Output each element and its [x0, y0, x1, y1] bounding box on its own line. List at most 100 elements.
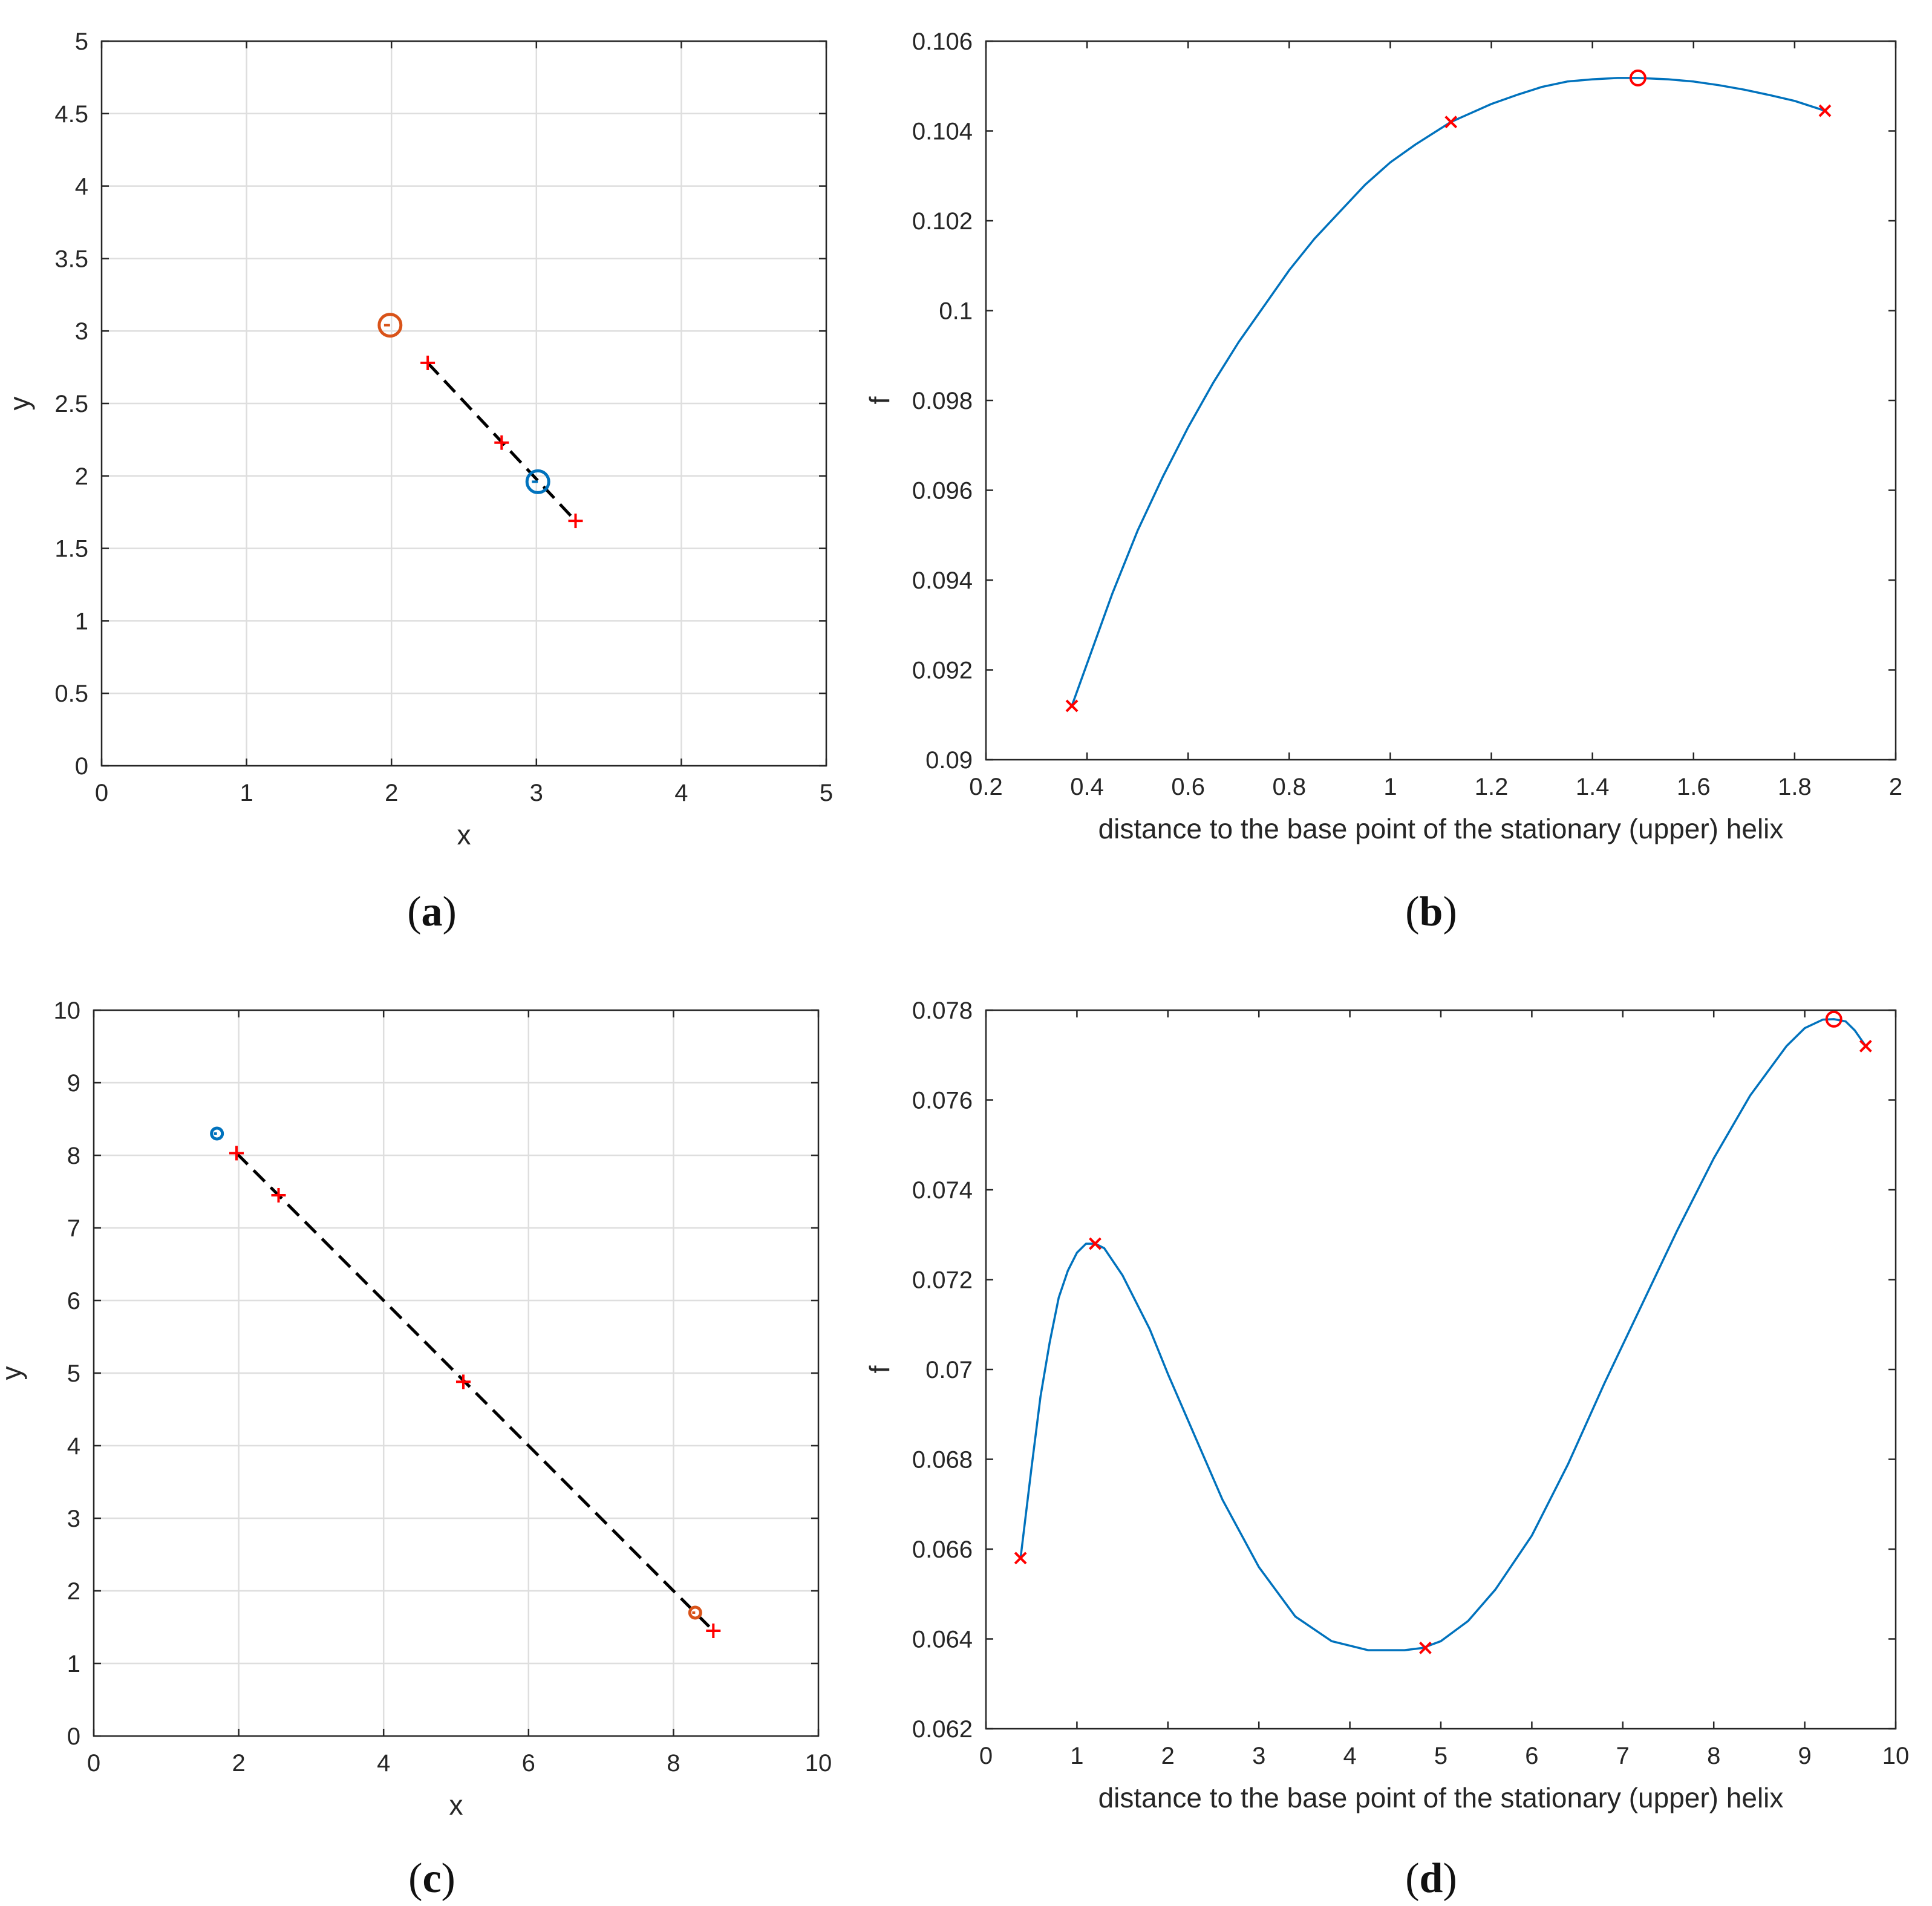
panel-d-x-tick-label: 7: [1616, 1743, 1630, 1769]
panel-a-plus-marker: [420, 355, 436, 370]
panel-d-x-tick-label: 2: [1161, 1743, 1175, 1769]
panel-a-x-axis-label: x: [457, 819, 471, 850]
panel-a-y-tick-label: 2: [75, 463, 88, 490]
panel-d-y-tick-label: 0.062: [912, 1716, 973, 1743]
panel-c-plus-marker: [229, 1146, 244, 1161]
panel-c-x-axis-label: x: [449, 1789, 463, 1821]
panel-c-helix-lower-circle: [688, 1605, 702, 1620]
panel-a-x-tick-label: 1: [240, 780, 253, 806]
panel-a-chart: 0 1 2 3 4 5 0 0.5 1 1.5 2 2.5 3 3.5 4 4.5 5 x y: [4, 28, 833, 850]
panel-c-y-tick-label: 7: [67, 1215, 80, 1242]
panel-d-x-marker: [1859, 1039, 1872, 1053]
panel-b-x-tick-label: 1.8: [1778, 774, 1812, 800]
panel-c-plus-marker: [706, 1624, 721, 1638]
panel-b-y-tick-label: 0.1: [939, 298, 973, 325]
panel-a-y-tick-label: 2.5: [54, 391, 88, 417]
panel-d-x-marker-b: [1089, 1237, 1101, 1250]
panel-b-x-tick-label: 1.6: [1677, 774, 1711, 800]
panel-d-y-tick-label: 0.07: [925, 1357, 973, 1383]
panel-c-y-tick-label: 0: [67, 1723, 80, 1750]
caption-d-letter: d: [1420, 1855, 1443, 1902]
panel-d-x-marker-b: [1014, 1552, 1027, 1565]
caption-c: (c): [408, 1855, 455, 1902]
panel-c-plus-marker: [455, 1374, 471, 1389]
panel-d-y-axis-label: f: [864, 1365, 895, 1373]
panel-c-y-tick-label: 3: [67, 1506, 80, 1532]
panel-b-y-tick-label: 0.104: [912, 119, 973, 145]
panel-b-x-tick-label: 1.2: [1475, 774, 1509, 800]
panel-c-x-tick-label: 4: [377, 1750, 390, 1777]
panel-d-y-tick-label: 0.072: [912, 1267, 973, 1294]
panel-c-axes-box: [93, 1009, 820, 1737]
panel-a-y-tick-label: 5: [75, 28, 88, 55]
panel-d-y-tick-label: 0.076: [912, 1088, 973, 1114]
panel-b-x-tick-label: 0.4: [1070, 774, 1104, 800]
panel-d-x-tick-label: 8: [1707, 1743, 1720, 1769]
panel-b-y-tick-label: 0.092: [912, 658, 973, 684]
panel-a-x-tick-label: 5: [820, 780, 833, 806]
panel-c-chart: 0 2 4 6 8 10 0 1 2 3 4 5 6 7 8 9 10 x y: [0, 997, 832, 1821]
panel-b-y-tick-label: 0.098: [912, 388, 973, 414]
panel-c-x-tick-label: 6: [522, 1750, 535, 1777]
panel-a-x-tick-label: 0: [95, 780, 108, 806]
panel-a-y-tick-label: 4: [75, 174, 88, 200]
panel-b-x-tick-label: 0.8: [1273, 774, 1307, 800]
panel-b-y-tick-label: 0.106: [912, 28, 973, 55]
panel-d-f-curve: [1019, 1018, 1867, 1651]
panel-b-y-tick-label: 0.102: [912, 208, 973, 235]
panel-c-y-tick-label: 10: [54, 997, 81, 1024]
panel-d-x-tick-label: 10: [1882, 1743, 1910, 1769]
panel-a-y-tick-label: 1.5: [54, 536, 88, 563]
panel-b-maximum-circle: [1629, 69, 1646, 86]
panel-d-maximum-circle: [1825, 1010, 1842, 1028]
caption-a-letter: a: [422, 889, 443, 935]
panel-b-x-tick-label: 0.6: [1171, 774, 1205, 800]
panel-b-chart: 0.2 0.4 0.6 0.8 1 1.2 1.4 1.6 1.8 2 0.09 0.092 0.094…: [864, 28, 1902, 844]
caption-b: (b): [1405, 889, 1457, 935]
caption-c-letter: c: [422, 1855, 441, 1902]
panel-c-y-tick-label: 5: [67, 1360, 80, 1387]
panel-d-x-tick-label: 9: [1798, 1743, 1811, 1769]
panel-d-y-tick-label: 0.074: [912, 1177, 973, 1204]
panel-d-x-tick-label: 6: [1525, 1743, 1538, 1769]
panel-d-x-marker: [1014, 1552, 1027, 1565]
panel-c-x-tick-label: 10: [805, 1750, 832, 1777]
panel-d-x-tick-label: 0: [979, 1743, 993, 1769]
caption-a: (a): [407, 889, 457, 935]
panel-d-x-tick-label: 1: [1070, 1743, 1083, 1769]
panel-b-x-marker: [1065, 699, 1079, 713]
panel-d-x-axis-label: distance to the base point of the statio…: [1098, 1782, 1784, 1813]
panel-a-y-axis-label: y: [4, 397, 35, 411]
panel-b-x-marker-b: [1818, 104, 1832, 117]
panel-a-plus-marker: [568, 514, 583, 529]
panel-a-x-tick-label: 2: [385, 780, 398, 806]
panel-c-x-tick-label: 8: [667, 1750, 680, 1777]
panel-a-axes-box: [100, 40, 827, 767]
panel-c-x-tick-label: 0: [87, 1750, 100, 1777]
panel-b-x-tick-label: 1.4: [1576, 774, 1610, 800]
panel-b-axes-box: [985, 40, 1897, 761]
panel-d-x-tick-label: 4: [1343, 1743, 1356, 1769]
panel-a-y-tick-label: 3: [75, 318, 88, 345]
panel-c-plus-marker: [271, 1188, 286, 1203]
panel-c-y-tick-label: 4: [67, 1433, 80, 1460]
caption-d: (d): [1405, 1855, 1457, 1902]
panel-c-y-tick-label: 2: [67, 1578, 80, 1605]
panel-b-x-tick-label: 1: [1383, 774, 1397, 800]
panel-b-x-tick-label: 2: [1889, 774, 1902, 800]
panel-c-search-line: [235, 1152, 715, 1632]
panel-d-y-tick-label: 0.068: [912, 1447, 973, 1474]
panel-b-x-marker-b: [1065, 699, 1079, 713]
panel-c-x-tick-label: 2: [232, 1750, 245, 1777]
panel-c-y-axis-label: y: [0, 1366, 27, 1380]
panel-a-y-tick-label: 3.5: [54, 246, 88, 272]
panel-b-y-tick-label: 0.09: [925, 747, 973, 774]
panel-a-x-tick-label: 3: [530, 780, 543, 806]
panel-a-y-tick-label: 4.5: [54, 101, 88, 128]
panel-d-y-tick-label: 0.064: [912, 1627, 973, 1653]
panel-d-x-tick-label: 5: [1434, 1743, 1447, 1769]
panel-a-plus-marker: [494, 435, 509, 450]
panel-b-y-axis-label: f: [864, 396, 895, 404]
panel-b-x-marker-b: [1444, 116, 1458, 129]
